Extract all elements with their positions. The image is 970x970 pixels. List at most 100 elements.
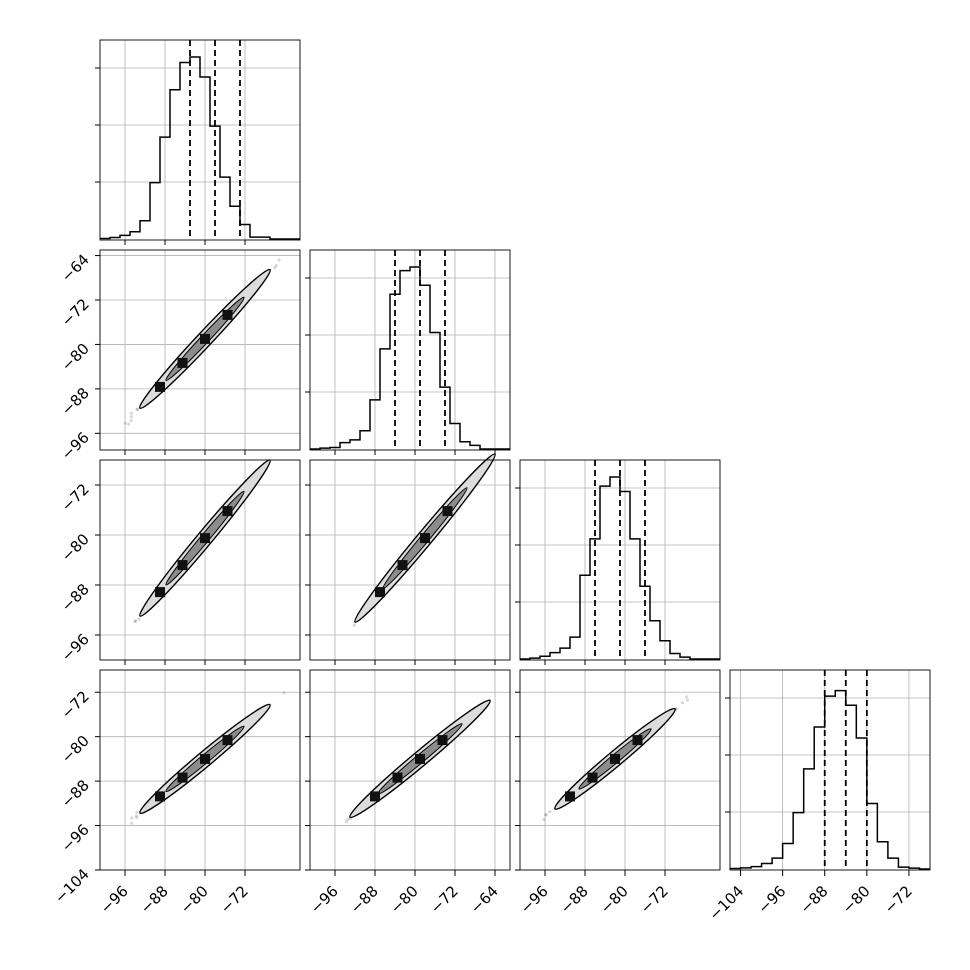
- y-tick-label: −88: [58, 580, 93, 615]
- y-tick-label: −96: [58, 428, 93, 463]
- x-tick-label: −96: [517, 882, 552, 917]
- x-tick-label: −72: [881, 882, 916, 917]
- y-tick-label: −72: [58, 687, 93, 722]
- scatter-point: [129, 411, 133, 415]
- x-tick-label: −72: [637, 882, 672, 917]
- y-tick-label: −88: [58, 776, 93, 811]
- y-tick-label: −80: [58, 732, 93, 767]
- scatter-r3-c1-density-block: [392, 772, 403, 783]
- histogram-2-step: [310, 266, 510, 450]
- histogram-4-frame: [729, 669, 931, 871]
- scatter-r1-c0-density-block: [222, 309, 233, 320]
- x-tick-label: −80: [597, 882, 632, 917]
- x-tick-label: −64: [467, 882, 502, 917]
- y-tick-label: −80: [58, 340, 93, 375]
- scatter-r3-c1-frame: [309, 669, 511, 871]
- histogram-4-step: [730, 689, 930, 870]
- scatter-r3-c0-density-block: [222, 735, 233, 746]
- scatter-r3-c1-density-block: [437, 735, 448, 746]
- y-tick-label: −104: [51, 865, 93, 907]
- scatter-r3-c2-density-block: [587, 772, 598, 783]
- scatter-point: [542, 818, 546, 822]
- scatter-point: [130, 816, 134, 820]
- scatter-point: [548, 810, 552, 814]
- y-tick-label: −72: [58, 480, 93, 515]
- x-tick-label: −96: [307, 882, 342, 917]
- scatter-point: [136, 407, 140, 411]
- scatter-point: [130, 821, 134, 826]
- scatter-point: [134, 814, 139, 818]
- scatter-r3-c1-density-block: [415, 753, 425, 764]
- scatter-r3-c0-density-block: [177, 772, 188, 783]
- x-tick-label: −88: [557, 882, 592, 917]
- scatter-point: [137, 617, 141, 621]
- scatter-point: [135, 810, 139, 814]
- scatter-r3-c0-frame: [99, 669, 301, 871]
- scatter-r2-c1-density-block: [442, 506, 453, 517]
- y-tick-label: −88: [58, 384, 93, 419]
- scatter-r2-c0-density-block: [155, 587, 165, 598]
- scatter-point: [133, 619, 138, 623]
- scatter-r2-c1-density-block: [420, 533, 430, 544]
- scatter-r2-c1-frame: [309, 459, 511, 661]
- histogram-1-frame: [99, 39, 301, 241]
- histogram-2-frame: [309, 249, 511, 451]
- histogram-1-step: [100, 56, 300, 240]
- y-tick-label: −80: [58, 530, 93, 565]
- scatter-r1-c0-density-block: [155, 381, 165, 392]
- y-tick-label: −96: [58, 630, 93, 665]
- x-tick-label: −88: [137, 882, 172, 917]
- scatter-point: [282, 691, 286, 695]
- scatter-point: [685, 695, 689, 699]
- y-tick-label: −72: [58, 295, 93, 330]
- scatter-point: [544, 813, 548, 817]
- scatter-point: [123, 421, 127, 425]
- scatter-point: [277, 258, 281, 262]
- x-tick-label: −80: [177, 882, 212, 917]
- scatter-r3-c0-density-block: [155, 791, 165, 802]
- scatter-r3-c0-density-block: [200, 753, 210, 764]
- x-tick-label: −72: [217, 882, 252, 917]
- x-tick-label: −72: [427, 882, 462, 917]
- x-tick-label: −88: [347, 882, 382, 917]
- y-tick-label: −96: [58, 821, 93, 856]
- scatter-r2-c0-density-block: [222, 506, 233, 517]
- scatter-r3-c1-density-block: [370, 791, 380, 802]
- scatter-point: [346, 817, 350, 822]
- scatter-point: [680, 701, 685, 705]
- scatter-r2-c1-density-block: [375, 587, 385, 598]
- scatter-r3-c2-density-block: [565, 791, 575, 802]
- scatter-r3-c2-density-block: [610, 753, 620, 764]
- x-tick-label: −96: [97, 882, 132, 917]
- scatter-r1-c0-density-block: [177, 357, 188, 368]
- x-tick-label: −80: [387, 882, 422, 917]
- scatter-point: [135, 407, 139, 412]
- x-tick-label: −96: [754, 882, 789, 917]
- y-tick-label: −64: [58, 251, 93, 286]
- scatter-point: [129, 418, 133, 423]
- scatter-r1-c0-density-block: [200, 333, 210, 344]
- scatter-r1-c0-frame: [99, 249, 301, 451]
- scatter-r2-c0-density-block: [200, 533, 210, 544]
- scatter-point: [133, 619, 137, 624]
- scatter-r3-c2-density-block: [632, 735, 643, 746]
- x-tick-label: −104: [705, 882, 747, 924]
- scatter-point: [345, 820, 349, 824]
- scatter-point: [282, 443, 285, 446]
- scatter-point: [274, 264, 278, 268]
- scatter-point: [685, 698, 690, 702]
- scatter-point: [273, 266, 277, 270]
- scatter-point: [352, 623, 356, 627]
- scatter-point: [135, 816, 139, 820]
- histogram-3-step: [520, 476, 720, 660]
- scatter-r3-c2-frame: [519, 669, 721, 871]
- scatter-point: [544, 813, 548, 817]
- scatter-r2-c0-density-block: [177, 560, 188, 571]
- scatter-r2-c1-density-block: [397, 560, 408, 571]
- scatter-point: [129, 415, 133, 419]
- scatter-r2-c0-frame: [99, 459, 301, 661]
- x-tick-label: −80: [839, 882, 874, 917]
- scatter-point: [127, 422, 131, 426]
- x-tick-label: −88: [796, 882, 831, 917]
